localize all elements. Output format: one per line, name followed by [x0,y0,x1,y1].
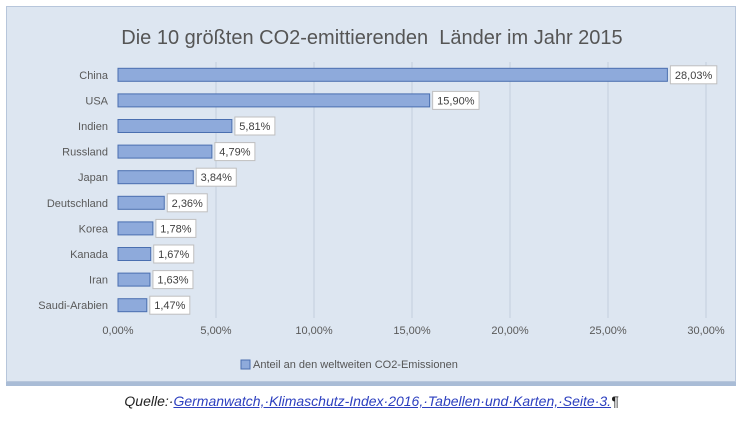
chart-title: Die 10 größten CO2-emittierenden Länder … [121,27,622,49]
category-label: Japan [78,172,108,184]
data-label: 5,81% [239,121,270,133]
data-label-box [234,116,276,136]
data-label-box [432,90,480,110]
chart-frame: Die 10 größten CO2-emittierenden Länder … [6,6,736,382]
category-label: USA [85,95,108,107]
bar [117,247,152,261]
data-label: 1,47% [154,300,185,312]
category-label: Russland [62,147,108,159]
category-label: Korea [79,223,109,235]
legend-label: Anteil an den weltweiten CO2-Emissionen [253,359,458,371]
data-label: 1,63% [157,275,188,287]
source-prefix: Quelle:· [124,393,174,409]
data-label: 4,79% [219,147,250,159]
x-tick-label: 5,00% [200,325,231,337]
bar [117,272,151,287]
data-label-box [166,193,208,213]
category-label: Deutschland [47,198,108,210]
source-citation: Quelle:·Germanwatch,·Klimaschutz-Index·2… [0,393,743,409]
bar [117,144,213,159]
x-tick-labels: 0,00% 5,00% 10,00% 15,00% 20,00% 25,00% 30,00% [102,325,724,337]
bar [117,298,148,313]
x-tick-label: 20,00% [491,325,529,337]
category-label: Indien [78,121,108,133]
data-label: 1,67% [158,249,189,261]
category-label: Iran [89,275,108,287]
data-label-box [152,270,194,290]
x-tick-label: 0,00% [102,325,133,337]
paragraph-mark: ¶ [611,393,619,409]
legend-swatch [240,359,251,370]
data-label-box [153,244,195,264]
category-label: Kanada [70,249,109,261]
data-label-box [214,142,256,162]
x-tick-label: 15,00% [393,325,431,337]
bar [117,93,431,108]
data-label-box [195,167,237,187]
bar [117,67,668,82]
data-label: 15,90% [437,95,475,107]
bar [117,221,154,236]
category-label: Saudi-Arabien [38,300,108,312]
data-label: 1,78% [160,223,191,235]
data-label: 28,03% [675,70,713,82]
bars [117,67,668,313]
bar [117,119,233,133]
data-label: 3,84% [201,172,232,184]
data-label-box [155,218,197,238]
data-label: 2,36% [172,198,203,210]
data-labels: 28,03% 15,90% 5,81% 4,79% 3,84% 2,36% 1,78% 1,6… [149,65,718,315]
x-tick-label: 10,00% [295,325,333,337]
x-tick-label: 30,00% [687,325,725,337]
source-link[interactable]: Germanwatch,·Klimaschutz-Index·2016,·Tab… [173,393,612,409]
x-tick-label: 25,00% [589,325,627,337]
category-labels: China USA Indien Russland Japan Deutschland Ko… [38,70,109,312]
bar [117,195,165,210]
chart-bottom-band [6,382,736,386]
bar-chart: Die 10 größten CO2-emittierenden Länder … [38,27,725,371]
category-label: China [79,70,109,82]
data-label-box [149,295,191,315]
bar [117,170,194,185]
data-label-box [669,65,718,85]
legend: Anteil an den weltweiten CO2-Emissionen [240,359,458,371]
